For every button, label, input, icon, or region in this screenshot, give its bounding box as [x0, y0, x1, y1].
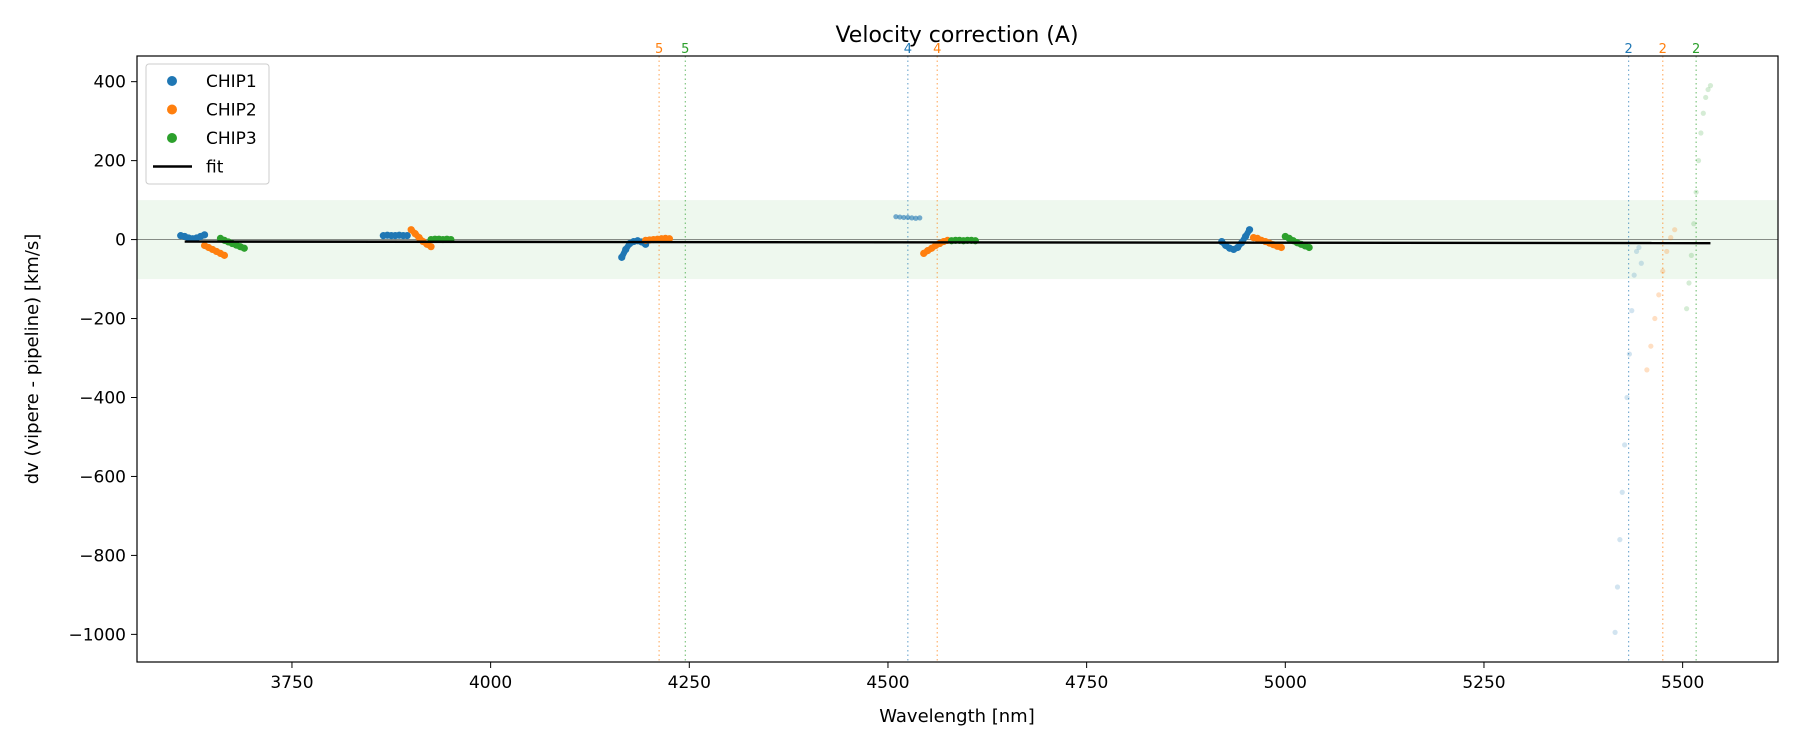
data-point-chip1: [1631, 272, 1637, 278]
data-point-chip3: [1684, 306, 1690, 312]
data-point-chip1: [897, 214, 903, 220]
data-point-chip3: [1686, 280, 1692, 286]
data-point-chip2: [1672, 227, 1678, 233]
data-point-chip1: [909, 215, 915, 221]
data-point-chip1: [901, 214, 907, 221]
data-point-chip3: [1691, 221, 1697, 227]
data-point-chip1: [1624, 394, 1630, 401]
x-tick-label: 4750: [1065, 673, 1108, 693]
data-point-chip3: [1707, 83, 1714, 89]
data-point-chip2: [1668, 235, 1674, 241]
x-tick-label: 5500: [1661, 673, 1704, 693]
data-point-chip1: [893, 214, 899, 220]
y-axis-ticks: 400 200 0 −200 −400 −600 −800 −1000: [68, 73, 137, 645]
legend-chip1-swatch: [167, 76, 177, 86]
data-trace-chip1: [1218, 226, 1253, 253]
data-point-chip1: [1633, 248, 1640, 255]
data-point-chip2: [1664, 248, 1670, 255]
x-axis-ticks: 3750 4000 4250 4500 4750 5000 5250 5500: [270, 662, 1704, 693]
order-line-label: 2: [1659, 42, 1667, 57]
x-tick-label: 5000: [1264, 673, 1307, 693]
data-point-chip2: [1644, 367, 1650, 373]
y-tick-label: −400: [79, 388, 126, 408]
legend-chip2-label: CHIP2: [206, 101, 257, 121]
data-point-chip1: [1614, 584, 1621, 590]
order-line-label: 4: [904, 42, 912, 57]
order-line-label: 2: [1692, 42, 1700, 57]
data-point-chip1: [1617, 537, 1623, 543]
chart-title: Velocity correction (A): [835, 23, 1078, 48]
data-point-chip3: [1700, 110, 1706, 116]
fit-line: [184, 240, 1711, 245]
data-point-chip1: [1619, 489, 1625, 495]
data-trace-chip1: [177, 231, 208, 242]
legend-chip2-swatch: [167, 104, 177, 115]
order-line-label: 2: [1624, 42, 1632, 57]
data-point-chip1: [905, 214, 911, 221]
fit-line-layer: [184, 240, 1711, 245]
x-tick-label: 3750: [270, 673, 313, 693]
y-tick-label: 200: [94, 152, 126, 172]
x-axis-label: Wavelength [nm]: [879, 706, 1035, 727]
y-tick-label: 400: [94, 73, 126, 93]
data-point-chip1: [1612, 629, 1618, 635]
data-point-chip2: [1648, 343, 1654, 349]
data-point-chip3: [1688, 252, 1694, 258]
data-point-chip3: [1693, 189, 1699, 195]
data-point-chip1: [913, 215, 919, 221]
legend: CHIP1 CHIP2 CHIP3 fit: [145, 63, 270, 185]
data-point-chip3: [1705, 86, 1711, 93]
order-line-label: 4: [933, 42, 941, 57]
order-line-label: 5: [681, 42, 689, 57]
x-tick-label: 4000: [469, 673, 512, 693]
y-axis-label: dv (vipere - pipeline) [km/s]: [22, 234, 43, 485]
y-tick-label: −200: [79, 310, 126, 330]
data-point-chip1: [1638, 260, 1644, 266]
data-trace-chip2: [201, 242, 228, 259]
data-point-chip2: [1656, 292, 1662, 298]
data-trace-chip2: [642, 235, 673, 244]
data-trace-chip2: [408, 226, 434, 250]
legend-fit-label: fit: [206, 158, 224, 178]
legend-box: [145, 63, 270, 185]
y-tick-label: 0: [115, 231, 126, 251]
data-point-chip1: [1626, 351, 1632, 357]
data-point-chip1: [1622, 442, 1628, 448]
data-point-chip2: [1660, 268, 1666, 274]
data-point-chip3: [1703, 94, 1709, 101]
x-tick-label: 4250: [668, 673, 711, 693]
legend-chip3-label: CHIP3: [206, 129, 257, 149]
order-line-label: 5: [655, 42, 663, 57]
y-tick-label: −1000: [68, 625, 126, 645]
x-tick-label: 5250: [1462, 673, 1505, 693]
order-lines-layer: 5 5 4 4 2 2 2: [655, 42, 1700, 662]
data-point-chip1: [917, 215, 923, 221]
plot-area-frame: [136, 55, 1779, 663]
y-tick-label: −600: [79, 467, 126, 487]
x-tick-label: 4500: [866, 673, 909, 693]
data-point-chip1: [1636, 244, 1642, 251]
data-point-chip3: [1695, 158, 1702, 164]
data-point-chip2: [1652, 315, 1658, 322]
legend-chip1-label: CHIP1: [206, 72, 257, 92]
data-point-chip1: [1629, 308, 1635, 314]
y-tick-label: −800: [79, 546, 126, 566]
legend-chip3-swatch: [167, 133, 177, 143]
data-point-chip3: [1698, 130, 1704, 136]
